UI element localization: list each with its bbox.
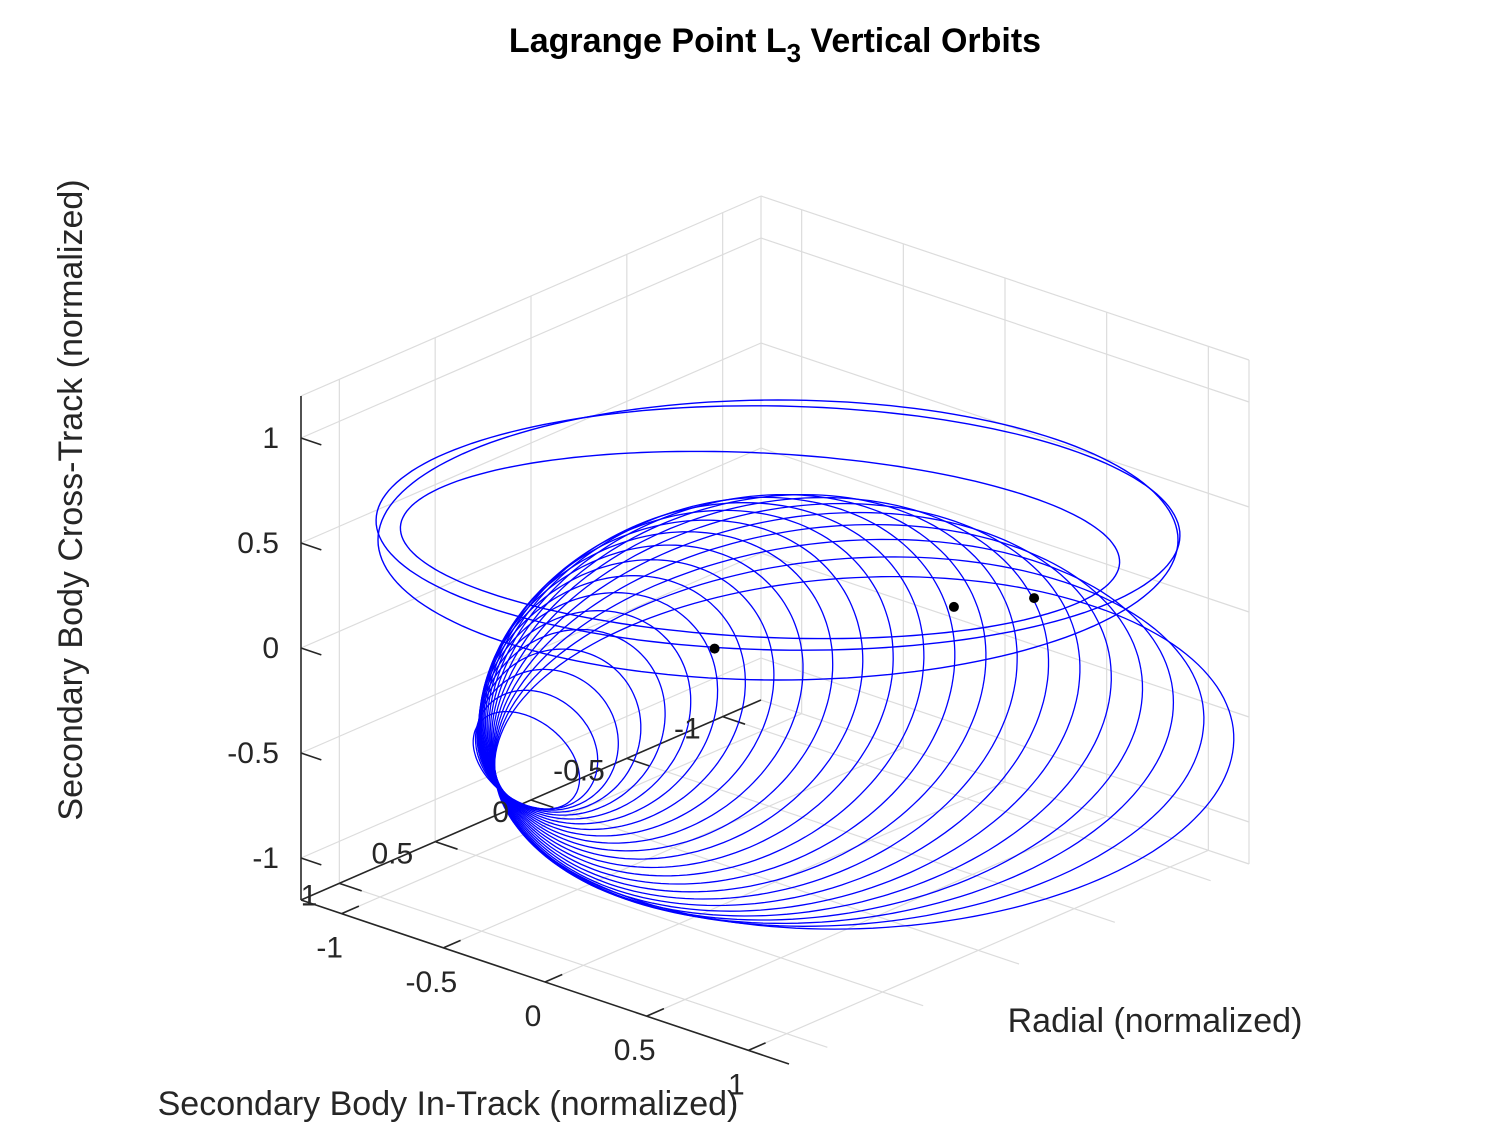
x-tick <box>544 973 563 983</box>
y-axis-label: Secondary Body In-Track (normalized) <box>158 1085 739 1123</box>
z-tick-label: 0.5 <box>237 527 279 560</box>
orbit-curve <box>375 405 1181 651</box>
y-tick-label: -0.5 <box>553 754 605 787</box>
orbit-curve <box>493 556 1205 927</box>
grid-line <box>339 882 828 1048</box>
grid-line <box>434 841 924 1007</box>
z-tick <box>300 857 322 866</box>
x-tick <box>748 1042 766 1052</box>
orbit-curve <box>490 496 1050 907</box>
x-tick-label: 1 <box>728 1068 745 1101</box>
z-axis-label: Secondary Body Cross-Track (normalized) <box>52 179 90 820</box>
grid-edge <box>300 195 762 397</box>
z-tick <box>300 437 322 446</box>
orbit-series <box>375 399 1235 930</box>
grid-line <box>300 447 762 649</box>
y-tick <box>722 715 746 725</box>
grid-edge <box>760 195 1250 361</box>
orbit-curve <box>399 450 1121 640</box>
y-tick-label: 0 <box>492 796 509 829</box>
x-tick-label: -0.5 <box>405 966 457 999</box>
z-tick <box>300 542 322 551</box>
grid-edge <box>760 699 1250 865</box>
z-tick <box>300 647 322 656</box>
orbit-markers <box>709 593 1040 654</box>
orbit-marker <box>948 601 959 612</box>
y-tick-label: 1 <box>301 879 318 912</box>
x-tick-label: 0 <box>525 1000 542 1033</box>
y-tick <box>339 882 362 892</box>
orbit-curve <box>377 399 1179 681</box>
orbit-marker <box>709 643 720 654</box>
x-tick-label: 0.5 <box>614 1034 656 1067</box>
z-tick-label: -1 <box>252 842 279 875</box>
grid-line <box>748 849 1209 1051</box>
grid-line <box>760 237 1250 403</box>
grid-line <box>300 237 762 439</box>
orbit-curve <box>493 575 1235 930</box>
tick-labels: -1 -0.5 0 0.5 1 1 0.5 0 -0.5 -1 1 0.5 0 -0.5 -1 <box>227 422 744 1101</box>
x-tick <box>646 1007 665 1017</box>
grid-lines <box>300 195 1250 1051</box>
x-tick <box>341 905 360 915</box>
z-tick <box>300 752 322 761</box>
z-tick-label: 0 <box>262 632 279 665</box>
x-axis-label: Radial (normalized) <box>1008 1002 1303 1040</box>
chart-title-subscript: 3 <box>787 38 801 68</box>
y-tick <box>530 799 554 809</box>
orbit-curve <box>486 496 956 885</box>
x-tick <box>443 939 461 949</box>
axes-box <box>300 396 790 1065</box>
chart-title-main: Lagrange Point L <box>509 22 787 60</box>
x-tick-label: -1 <box>316 932 343 965</box>
z-tick-label: 1 <box>262 422 279 455</box>
z-tick-label: -0.5 <box>227 737 279 770</box>
chart-title: Lagrange Point L3 Vertical Orbits <box>509 22 1041 68</box>
y-tick <box>626 757 650 767</box>
grid-line <box>760 447 1250 613</box>
y-tick <box>434 840 458 850</box>
orbit-marker <box>1029 593 1040 604</box>
chart-title-rest: Vertical Orbits <box>801 22 1041 60</box>
y-tick-label: -1 <box>674 713 701 746</box>
y-tick-label: 0.5 <box>371 838 413 871</box>
